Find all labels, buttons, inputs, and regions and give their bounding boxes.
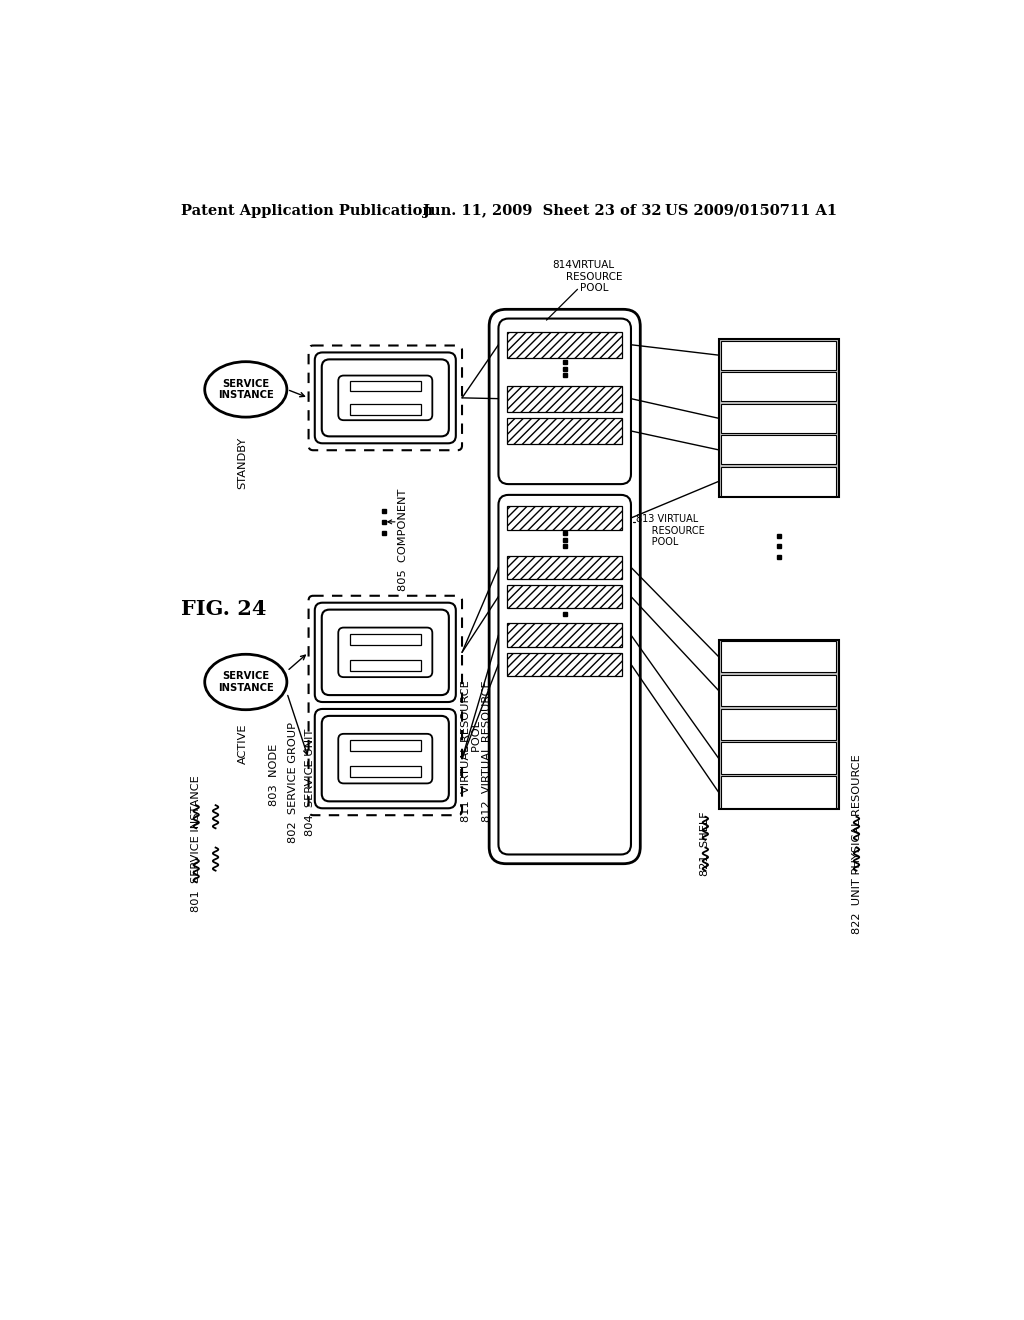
- Text: Patent Application Publication: Patent Application Publication: [180, 203, 433, 218]
- Bar: [350, 381, 421, 392]
- Bar: [721, 467, 837, 496]
- Text: 801  SERVICE INSTANCE: 801 SERVICE INSTANCE: [191, 775, 201, 912]
- Text: 811  VIRTUAL RESOURCE
        POOL: 811 VIRTUAL RESOURCE POOL: [461, 680, 482, 822]
- Text: 814: 814: [552, 260, 572, 271]
- Bar: [350, 766, 421, 777]
- FancyBboxPatch shape: [338, 376, 432, 420]
- FancyBboxPatch shape: [499, 495, 631, 854]
- Text: 821  SHELF: 821 SHELF: [700, 812, 711, 876]
- FancyBboxPatch shape: [314, 352, 456, 444]
- Bar: [721, 742, 837, 774]
- Bar: [507, 507, 623, 529]
- Text: 803  NODE: 803 NODE: [268, 743, 279, 805]
- Text: 813 VIRTUAL
     RESOURCE
     POOL: 813 VIRTUAL RESOURCE POOL: [636, 515, 706, 548]
- Bar: [350, 660, 421, 671]
- Bar: [507, 331, 623, 358]
- Bar: [721, 341, 837, 370]
- Text: VIRTUAL
RESOURCE
POOL: VIRTUAL RESOURCE POOL: [565, 260, 622, 293]
- Text: 812  VIRTUAL RESOURCE: 812 VIRTUAL RESOURCE: [482, 681, 492, 822]
- Bar: [350, 741, 421, 751]
- FancyBboxPatch shape: [314, 603, 456, 702]
- FancyBboxPatch shape: [322, 715, 449, 801]
- Bar: [721, 709, 837, 741]
- Bar: [721, 372, 837, 401]
- Text: 822  UNIT PHYSICAL RESOURCE: 822 UNIT PHYSICAL RESOURCE: [852, 754, 861, 933]
- Bar: [721, 776, 837, 808]
- FancyBboxPatch shape: [322, 359, 449, 437]
- Bar: [719, 640, 839, 809]
- Bar: [507, 385, 623, 412]
- FancyBboxPatch shape: [338, 734, 432, 783]
- Bar: [507, 623, 623, 647]
- Bar: [350, 634, 421, 645]
- Bar: [350, 404, 421, 414]
- Text: 802  SERVICE GROUP: 802 SERVICE GROUP: [288, 722, 298, 842]
- FancyBboxPatch shape: [308, 346, 462, 450]
- Text: ACTIVE: ACTIVE: [238, 723, 248, 764]
- Text: 805  COMPONENT: 805 COMPONENT: [398, 488, 409, 591]
- Bar: [721, 404, 837, 433]
- FancyBboxPatch shape: [338, 627, 432, 677]
- Text: Jun. 11, 2009  Sheet 23 of 32: Jun. 11, 2009 Sheet 23 of 32: [423, 203, 662, 218]
- FancyBboxPatch shape: [314, 709, 456, 808]
- Ellipse shape: [205, 362, 287, 417]
- Bar: [719, 339, 839, 498]
- Bar: [507, 418, 623, 444]
- Bar: [721, 436, 837, 465]
- Text: SERVICE
INSTANCE: SERVICE INSTANCE: [218, 671, 273, 693]
- Bar: [507, 556, 623, 578]
- Text: US 2009/0150711 A1: US 2009/0150711 A1: [665, 203, 838, 218]
- Text: 804  SERVICE UNIT: 804 SERVICE UNIT: [305, 729, 315, 836]
- Text: FIG. 24: FIG. 24: [180, 599, 266, 619]
- Text: STANDBY: STANDBY: [238, 437, 248, 488]
- Bar: [507, 585, 623, 609]
- Bar: [721, 675, 837, 706]
- FancyBboxPatch shape: [308, 595, 462, 816]
- Bar: [721, 640, 837, 672]
- FancyBboxPatch shape: [322, 610, 449, 696]
- FancyBboxPatch shape: [499, 318, 631, 484]
- FancyBboxPatch shape: [489, 309, 640, 863]
- Text: SERVICE
INSTANCE: SERVICE INSTANCE: [218, 379, 273, 400]
- Bar: [507, 653, 623, 676]
- Ellipse shape: [205, 655, 287, 710]
